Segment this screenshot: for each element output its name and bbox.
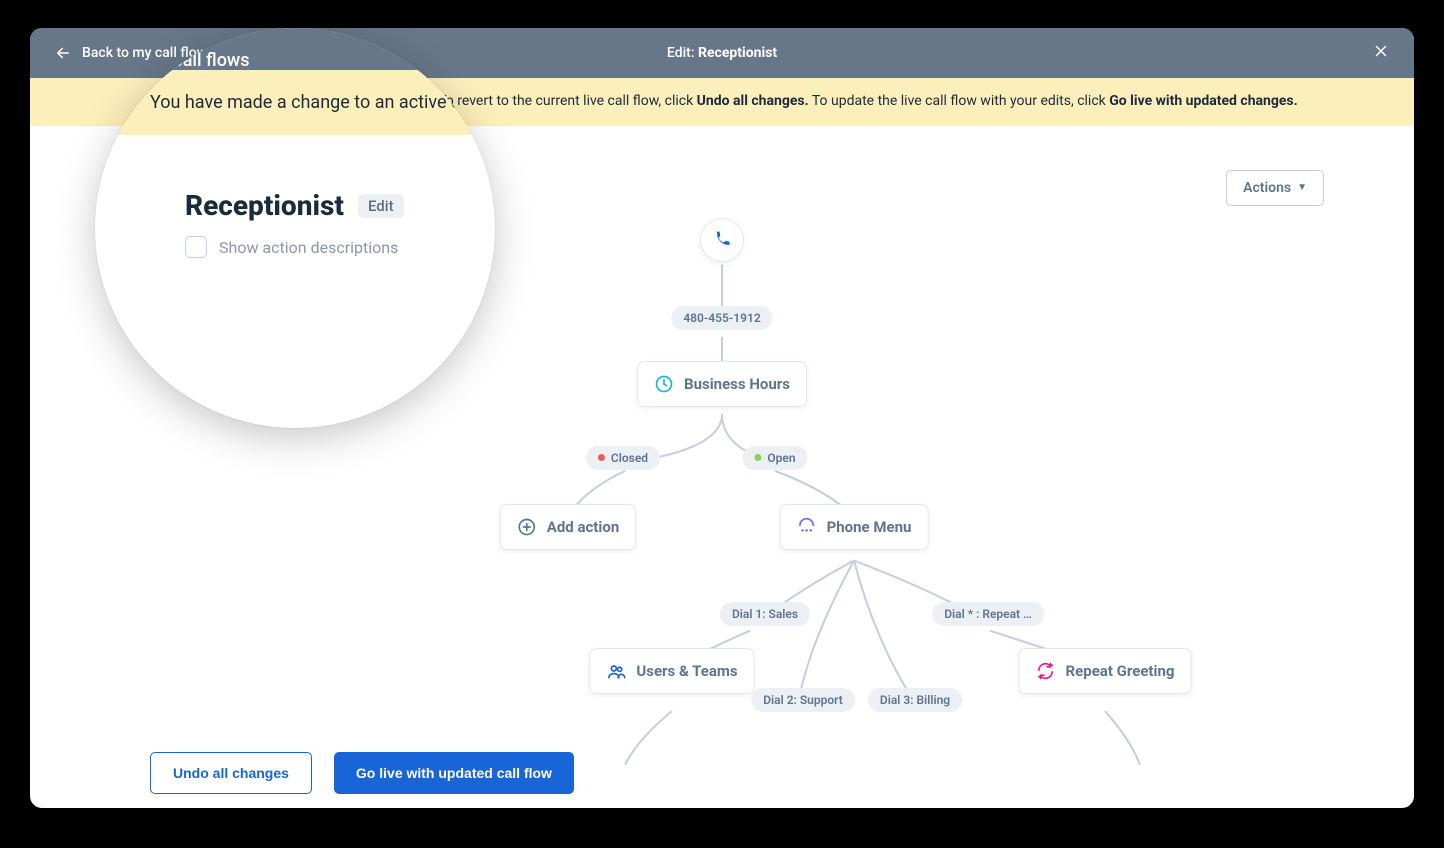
page-title: Edit: Receptionist bbox=[667, 45, 777, 61]
footer-actions: Undo all changes Go live with updated ca… bbox=[30, 738, 1414, 808]
dial-1-pill[interactable]: Dial 1: Sales bbox=[720, 602, 810, 626]
show-descriptions-label: Show action descriptions bbox=[219, 238, 398, 257]
clock-icon bbox=[654, 374, 674, 394]
dial-3-pill[interactable]: Dial 3: Billing bbox=[868, 688, 962, 712]
phone-icon bbox=[712, 230, 732, 250]
close-button[interactable] bbox=[1372, 42, 1390, 64]
show-descriptions-row[interactable]: Show action descriptions bbox=[95, 222, 495, 258]
repeat-greeting-node[interactable]: Repeat Greeting bbox=[1019, 648, 1192, 694]
edit-title-button[interactable]: Edit bbox=[358, 194, 404, 218]
open-branch-pill[interactable]: Open bbox=[742, 446, 807, 470]
repeat-icon bbox=[1036, 661, 1056, 681]
users-icon bbox=[606, 661, 626, 681]
plus-circle-icon bbox=[517, 517, 537, 537]
start-node[interactable] bbox=[700, 218, 744, 262]
closed-branch-pill[interactable]: Closed bbox=[586, 446, 660, 470]
phone-menu-icon bbox=[797, 517, 817, 537]
add-action-node[interactable]: Add action bbox=[500, 504, 636, 550]
dial-star-pill[interactable]: Dial * : Repeat … bbox=[932, 602, 1044, 626]
undo-all-button[interactable]: Undo all changes bbox=[150, 752, 312, 794]
close-icon bbox=[1372, 42, 1390, 60]
magnifier-title-row: Receptionist Edit bbox=[95, 135, 495, 222]
business-hours-node[interactable]: Business Hours bbox=[637, 361, 807, 407]
dial-2-pill[interactable]: Dial 2: Support bbox=[751, 688, 855, 712]
arrow-left-icon bbox=[54, 44, 72, 62]
app-frame: Back to my call flows Edit: Receptionist… bbox=[30, 28, 1414, 808]
flow-title: Receptionist bbox=[185, 189, 344, 222]
show-descriptions-checkbox[interactable] bbox=[185, 236, 207, 258]
phone-number-pill[interactable]: 480-455-1912 bbox=[671, 306, 772, 330]
magnifier-overlay: ny call flows You have made a change to … bbox=[95, 28, 495, 428]
status-dot-open bbox=[754, 454, 761, 461]
phone-menu-node[interactable]: Phone Menu bbox=[780, 504, 929, 550]
status-dot-closed bbox=[598, 454, 605, 461]
go-live-button[interactable]: Go live with updated call flow bbox=[334, 752, 574, 794]
users-teams-node[interactable]: Users & Teams bbox=[589, 648, 754, 694]
